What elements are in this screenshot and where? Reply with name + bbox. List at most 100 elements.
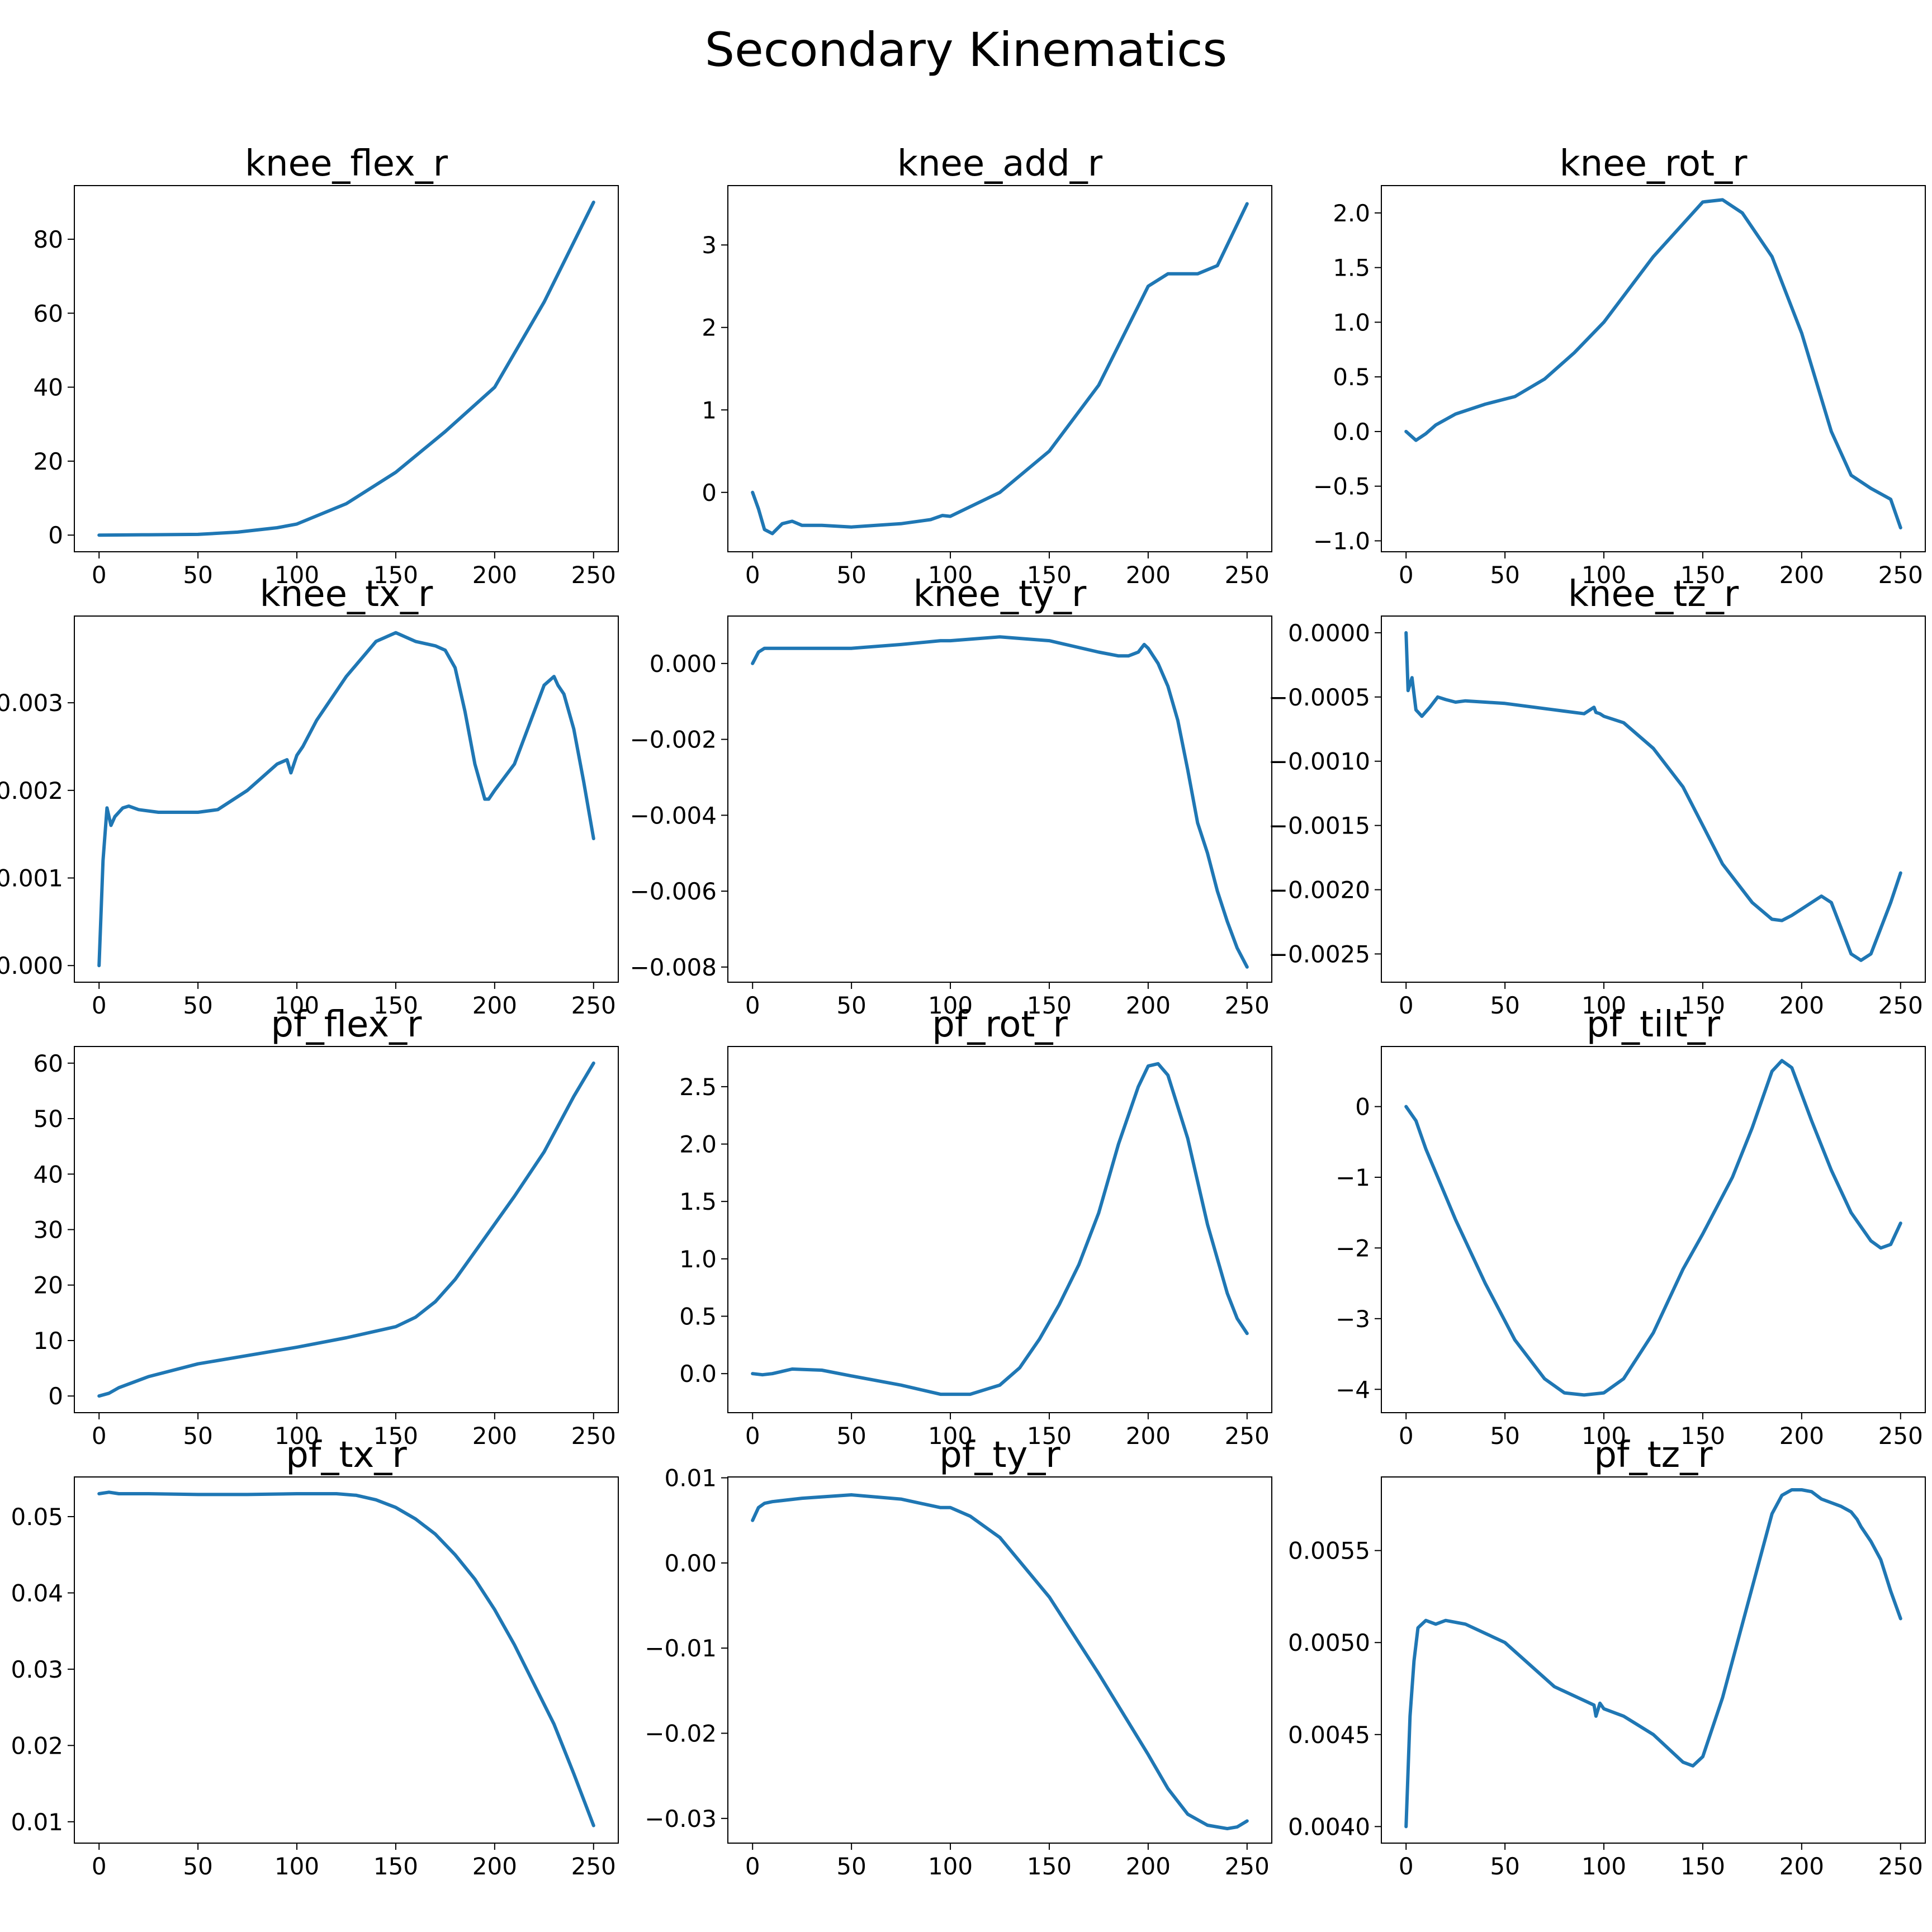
- y-tick-label: −0.02: [645, 1720, 717, 1748]
- series-line: [1404, 198, 1902, 529]
- x-tick-label: 0: [92, 561, 107, 589]
- y-tick-label: 2: [702, 314, 717, 342]
- y-tick-label: 0.0050: [1288, 1629, 1370, 1656]
- x-tick-label: 250: [1225, 992, 1270, 1019]
- x-tick-label: 100: [1581, 561, 1626, 589]
- axes-frame: [1381, 615, 1926, 983]
- x-tick-label: 0: [745, 561, 760, 589]
- x-tick-label: 0: [1399, 561, 1414, 589]
- x-tick-label: 200: [1126, 992, 1171, 1019]
- subplot-title: knee_ty_r: [913, 574, 1087, 615]
- axes-frame: [727, 1476, 1272, 1844]
- x-tick-label: 150: [373, 1853, 418, 1880]
- subplot-pf_tilt_r: pf_tilt_r 0 50 100 150 200 250 −4 −3 −2 −1 0: [1336, 1004, 1926, 1450]
- x-tick-label: 0: [92, 1853, 107, 1880]
- x-tick-label: 250: [571, 1853, 616, 1880]
- x-tick-label: 50: [183, 1422, 212, 1450]
- y-tick-label: 0.00: [664, 1550, 717, 1577]
- y-tick-label: 40: [34, 1161, 63, 1188]
- y-tick-label: −2: [1336, 1234, 1370, 1262]
- y-tick-label: 60: [34, 1050, 63, 1077]
- y-tick-label: 50: [34, 1105, 63, 1133]
- y-tick-label: 0.003: [0, 689, 63, 717]
- subplot-title: knee_tx_r: [260, 574, 433, 615]
- series-line: [751, 1062, 1249, 1396]
- x-tick-label: 50: [836, 992, 866, 1019]
- series-line: [1404, 631, 1902, 962]
- x-tick-label: 0: [92, 1422, 107, 1450]
- y-tick-label: 0.0045: [1288, 1721, 1370, 1749]
- y-tick-label: −0.01: [645, 1635, 717, 1662]
- x-tick-label: 0: [745, 992, 760, 1019]
- y-tick-label: 0: [702, 479, 717, 506]
- x-tick-label: 50: [1490, 561, 1519, 589]
- series-line: [97, 1490, 595, 1827]
- x-tick-label: 0: [745, 1853, 760, 1880]
- y-tick-label: 10: [34, 1327, 63, 1355]
- subplot-title: pf_ty_r: [939, 1434, 1060, 1476]
- x-tick-label: 100: [1581, 992, 1626, 1019]
- x-tick-label: 100: [274, 1853, 319, 1880]
- y-tick-label: 3: [702, 231, 717, 259]
- x-tick-label: 150: [1027, 1422, 1072, 1450]
- y-tick-label: −0.0010: [1268, 748, 1370, 775]
- x-tick-label: 50: [1490, 1853, 1519, 1880]
- x-tick-label: 50: [836, 1853, 866, 1880]
- y-tick-label: 2.5: [679, 1073, 717, 1101]
- x-tick-label: 150: [373, 561, 418, 589]
- x-tick-label: 100: [928, 1422, 973, 1450]
- y-tick-label: 0.0040: [1288, 1813, 1370, 1840]
- y-tick-label: 0.5: [679, 1303, 717, 1330]
- y-tick-label: −4: [1336, 1376, 1370, 1403]
- x-tick-label: 100: [1581, 1422, 1626, 1450]
- subplot-title: pf_tilt_r: [1587, 1004, 1721, 1045]
- y-tick-label: 0.01: [664, 1465, 717, 1492]
- subplot-title: pf_flex_r: [271, 1004, 423, 1045]
- y-tick-label: 1.0: [1333, 309, 1370, 336]
- y-tick-label: 0.05: [11, 1503, 63, 1531]
- y-tick-label: 1.5: [1333, 254, 1370, 282]
- y-tick-label: −0.008: [630, 954, 717, 981]
- x-tick-label: 200: [472, 1422, 517, 1450]
- subplot-knee_ty_r: knee_ty_r 0 50 100 150 200 250 −0.008 −0.006 −0.0…: [630, 574, 1272, 1019]
- series-line: [1404, 1059, 1902, 1397]
- x-tick-label: 50: [183, 561, 212, 589]
- axes-frame: [1381, 1046, 1926, 1413]
- x-tick-label: 200: [1779, 992, 1824, 1019]
- subplot-pf_flex_r: pf_flex_r 0 50 100 150 200 250 0 10 20 30 40 50 60: [34, 1004, 619, 1450]
- y-tick-label: 0: [1355, 1093, 1370, 1120]
- x-tick-label: 250: [1878, 561, 1923, 589]
- subplot-pf_tz_r: pf_tz_r 0 50 100 150 200 250 0.0040 0.0045 0.0050…: [1288, 1434, 1926, 1880]
- y-tick-label: 30: [34, 1216, 63, 1244]
- subplot-pf_ty_r: pf_ty_r 0 50 100 150 200 250 −0.03 −0.02 −0.01 0.0…: [645, 1434, 1272, 1880]
- series-line: [751, 202, 1249, 536]
- axes-frame: [74, 185, 619, 552]
- y-tick-label: 0.0: [1333, 418, 1370, 446]
- series-line: [1404, 1488, 1902, 1829]
- y-tick-label: 0.5: [1333, 363, 1370, 391]
- x-tick-label: 250: [1878, 1422, 1923, 1450]
- x-tick-label: 100: [274, 1422, 319, 1450]
- x-tick-label: 250: [571, 992, 616, 1019]
- y-tick-label: −0.0005: [1268, 684, 1370, 711]
- x-tick-label: 200: [1126, 1422, 1171, 1450]
- x-tick-label: 150: [1680, 561, 1725, 589]
- subplot-knee_tx_r: knee_tx_r 0 50 100 150 200 250 0.000 0.001 0.002 0…: [0, 574, 619, 1019]
- y-tick-label: 2.0: [679, 1131, 717, 1158]
- x-tick-label: 100: [274, 561, 319, 589]
- subplot-title: knee_flex_r: [245, 143, 448, 184]
- y-tick-label: 0.001: [0, 865, 63, 892]
- y-tick-label: −0.5: [1313, 473, 1370, 500]
- series-line: [97, 1061, 595, 1398]
- axes-frame: [74, 615, 619, 983]
- subplot-title: pf_rot_r: [932, 1004, 1068, 1045]
- y-tick-label: 40: [34, 374, 63, 401]
- x-tick-label: 200: [1126, 561, 1171, 589]
- subplot-knee_rot_r: knee_rot_r 0 50 100 150 200 250 −1.0 −0.5 0.0 0.5 1…: [1313, 143, 1926, 589]
- axes-frame: [1381, 185, 1926, 552]
- subplot-knee_flex_r: knee_flex_r 0 50 100 150 200 250 0 20 40 60 80: [34, 143, 619, 589]
- x-tick-label: 50: [183, 1853, 212, 1880]
- y-tick-label: −1.0: [1313, 527, 1370, 555]
- y-tick-label: 0.0: [679, 1360, 717, 1388]
- subplot-title: knee_rot_r: [1560, 143, 1748, 184]
